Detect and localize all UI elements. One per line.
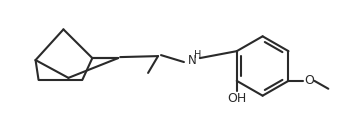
Text: H: H bbox=[194, 50, 201, 60]
Text: OH: OH bbox=[227, 92, 246, 105]
Text: N: N bbox=[188, 54, 196, 67]
Text: O: O bbox=[305, 74, 314, 87]
